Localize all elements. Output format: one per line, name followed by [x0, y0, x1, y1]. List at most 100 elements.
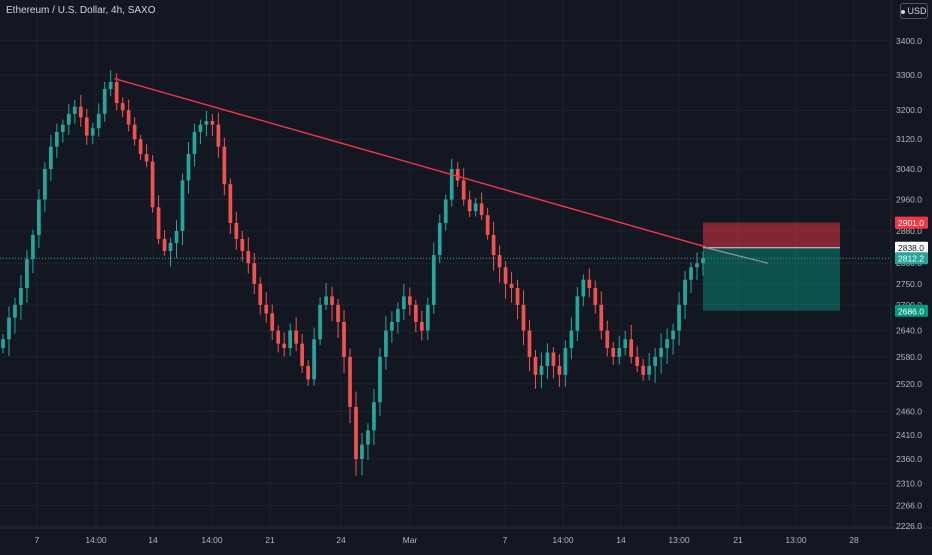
candle — [545, 343, 550, 379]
candle-body — [126, 110, 131, 125]
grid — [0, 0, 891, 528]
candle — [683, 270, 687, 319]
candle-body — [252, 263, 257, 284]
price-label-bg — [895, 252, 928, 265]
price-axis[interactable]: 3400.0 3300.0 3200.0 3120.0 3040.0 2960.0 2880… — [896, 36, 922, 531]
candle-body — [527, 330, 532, 357]
currency-label: USD — [907, 6, 927, 16]
candle — [150, 155, 155, 213]
price-label-entry: 2838.0 — [895, 241, 928, 254]
candle-body — [659, 348, 663, 357]
candle — [312, 327, 316, 386]
candle-body — [162, 238, 167, 251]
candle-body — [19, 287, 23, 305]
candle — [324, 282, 328, 310]
candle — [252, 253, 257, 294]
candle — [665, 328, 669, 365]
candle-body — [228, 184, 233, 223]
candle — [288, 323, 293, 357]
price-label-bg — [895, 241, 928, 254]
resistance-trendline[interactable] — [113, 77, 707, 248]
candle-body — [491, 234, 496, 256]
candle-body — [581, 279, 586, 297]
candle-body — [84, 117, 89, 136]
candle — [623, 331, 628, 356]
candle — [13, 297, 17, 334]
y-tick-label: 2266.0 — [896, 501, 922, 511]
projection-line[interactable] — [705, 247, 769, 264]
candle-body — [515, 287, 520, 305]
x-tick-label: 28 — [849, 535, 859, 545]
candle — [677, 292, 681, 346]
candle — [581, 274, 586, 307]
candle-body — [234, 222, 239, 239]
candle — [60, 119, 65, 143]
candle — [647, 352, 652, 381]
candle-body — [701, 258, 705, 264]
price-label-bg — [895, 216, 928, 229]
candles — [1, 70, 705, 476]
candle — [19, 275, 23, 321]
price-label-text: 2686.0 — [898, 306, 924, 316]
candle-body — [13, 304, 17, 318]
candle — [25, 250, 29, 303]
candle-body — [689, 267, 693, 280]
candle-body — [312, 339, 316, 380]
candle — [527, 319, 532, 372]
candle-body — [623, 339, 628, 349]
candle — [509, 271, 514, 303]
candle-body — [372, 402, 376, 431]
stop-loss-zone[interactable] — [703, 222, 840, 248]
candle — [300, 334, 304, 374]
candle-body — [210, 121, 215, 125]
candle — [551, 347, 556, 379]
candle-body — [330, 296, 334, 305]
price-label-text: 2812.2 — [898, 254, 924, 264]
candle — [653, 348, 657, 383]
candle-body — [653, 356, 657, 366]
price-label-text: 2901.0 — [898, 218, 924, 228]
y-tick-label: 2640.0 — [896, 326, 922, 336]
candle-body — [629, 339, 634, 357]
y-tick-label: 2460.0 — [896, 406, 922, 416]
candle-body — [407, 296, 412, 305]
trendline[interactable] — [113, 77, 769, 264]
candle — [575, 287, 580, 342]
candle — [372, 388, 376, 446]
candle — [587, 268, 592, 298]
candle — [443, 194, 448, 231]
y-tick-label: 2750.0 — [896, 279, 922, 289]
y-tick-label: 3040.0 — [896, 164, 922, 174]
candle-body — [96, 113, 101, 129]
time-axis[interactable]: 7 14:00 14 14:00 21 24 Mar 7 14:00 14 13:00 21 13:00… — [35, 535, 859, 545]
candle-body — [449, 168, 454, 200]
candle-body — [37, 199, 41, 235]
candle — [449, 158, 454, 207]
candle-body — [324, 296, 328, 305]
candle — [425, 297, 430, 341]
candle-body — [378, 356, 382, 403]
candle — [689, 262, 693, 294]
candle-body — [366, 430, 370, 445]
take-profit-zone[interactable] — [703, 247, 840, 311]
currency-button[interactable]: USD — [900, 3, 928, 19]
price-label-last-price: 2812.2 — [895, 252, 928, 265]
candle-body — [396, 309, 400, 322]
candle-body — [102, 88, 107, 114]
candle — [120, 97, 125, 118]
candle — [396, 302, 400, 334]
candle-body — [593, 287, 598, 305]
candle — [557, 354, 562, 388]
candle-body — [318, 304, 322, 340]
candle — [90, 122, 95, 145]
candle — [168, 237, 173, 267]
position-tool[interactable] — [703, 222, 840, 311]
candle-body — [300, 343, 304, 366]
candle-body — [204, 121, 209, 125]
x-tick-label: Mar — [403, 535, 418, 545]
x-tick-label: 13:00 — [785, 535, 807, 545]
candle — [174, 220, 179, 258]
